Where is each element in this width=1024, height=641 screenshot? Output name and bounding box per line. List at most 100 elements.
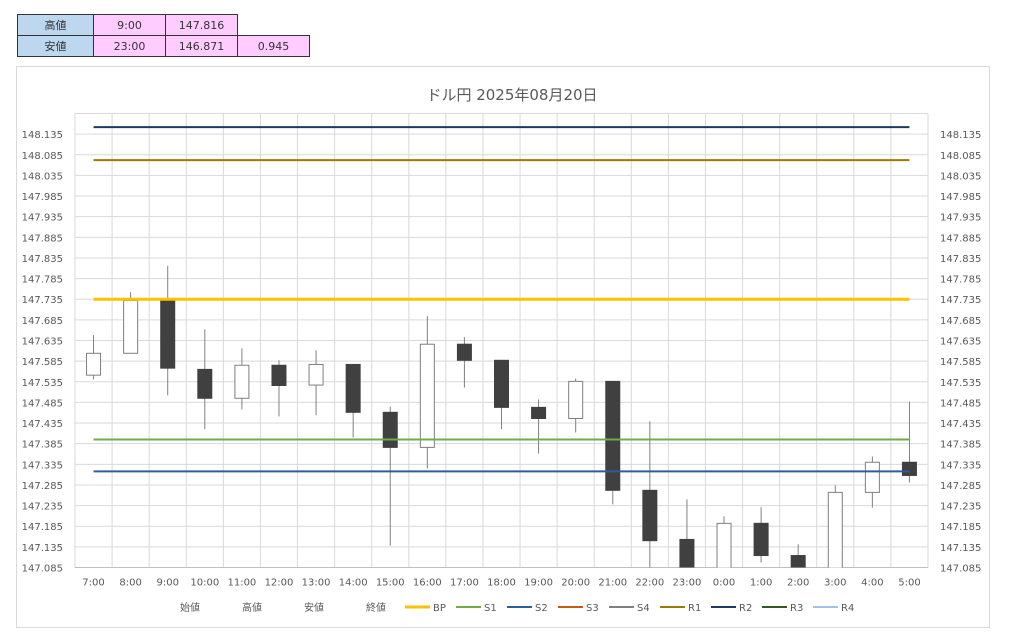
x-tick: 21:00 bbox=[598, 578, 627, 589]
x-tick: 13:00 bbox=[302, 578, 331, 589]
x-tick: 8:00 bbox=[119, 578, 141, 589]
y-tick-left: 147.735 bbox=[22, 295, 63, 306]
legend-item-s3: S3 bbox=[586, 603, 599, 614]
summary-row: 安値 23:00 146.871 0.945 bbox=[17, 35, 310, 57]
y-tick-right: 148.035 bbox=[940, 171, 981, 182]
legend-item: 始値 bbox=[180, 601, 200, 614]
summary-price: 147.816 bbox=[165, 14, 238, 36]
summary-row: 高値 9:00 147.816 bbox=[17, 14, 310, 36]
legend-item: 高値 bbox=[242, 601, 262, 614]
y-tick-right: 147.235 bbox=[940, 502, 981, 513]
x-tick: 5:00 bbox=[898, 578, 920, 589]
legend-item: 終値 bbox=[366, 601, 386, 614]
y-tick-left: 147.685 bbox=[22, 316, 63, 327]
y-tick-right: 147.135 bbox=[940, 543, 981, 554]
candle-body bbox=[123, 299, 139, 354]
legend-item-r4: R4 bbox=[841, 603, 854, 614]
y-tick-right: 147.835 bbox=[940, 254, 981, 265]
summary-label: 安値 bbox=[17, 35, 94, 57]
x-tick: 9:00 bbox=[156, 578, 178, 589]
y-tick-right: 147.735 bbox=[940, 295, 981, 306]
x-tick: 1:00 bbox=[750, 578, 772, 589]
x-tick: 22:00 bbox=[635, 578, 664, 589]
y-tick-left: 147.485 bbox=[22, 398, 63, 409]
candle-body bbox=[345, 363, 361, 413]
y-tick-right: 148.135 bbox=[940, 130, 981, 141]
candle-body bbox=[419, 343, 435, 448]
y-tick-right: 147.885 bbox=[940, 233, 981, 244]
y-tick-right: 147.335 bbox=[940, 460, 981, 471]
summary-price: 146.871 bbox=[165, 35, 238, 57]
y-tick-left: 147.885 bbox=[22, 233, 63, 244]
y-tick-left: 147.785 bbox=[22, 275, 63, 286]
candle-body bbox=[160, 299, 176, 369]
y-tick-right: 147.085 bbox=[940, 564, 981, 575]
legend-item-r1: R1 bbox=[688, 603, 701, 614]
summary-time: 9:00 bbox=[93, 14, 166, 36]
candle-body bbox=[494, 359, 509, 408]
summary-extra: 0.945 bbox=[237, 35, 310, 57]
x-tick: 11:00 bbox=[227, 578, 256, 589]
y-tick-right: 147.935 bbox=[940, 213, 981, 224]
candle-body bbox=[456, 343, 472, 361]
x-tick: 12:00 bbox=[265, 578, 294, 589]
y-tick-right: 147.385 bbox=[940, 440, 981, 451]
y-tick-right: 147.435 bbox=[940, 419, 981, 430]
y-tick-left: 147.835 bbox=[22, 254, 63, 265]
candle-body bbox=[716, 522, 732, 568]
candle-body bbox=[827, 491, 843, 568]
summary-label: 高値 bbox=[17, 14, 94, 36]
y-tick-left: 148.135 bbox=[22, 130, 63, 141]
y-tick-left: 147.985 bbox=[22, 192, 63, 203]
candle-body bbox=[234, 364, 250, 399]
candle-body bbox=[642, 489, 658, 542]
x-tick: 0:00 bbox=[713, 578, 735, 589]
y-tick-left: 147.435 bbox=[22, 419, 63, 430]
y-tick-right: 147.985 bbox=[940, 192, 981, 203]
x-tick: 19:00 bbox=[524, 578, 553, 589]
summary-table: 高値 9:00 147.816 安値 23:00 146.871 0.945 bbox=[17, 14, 310, 57]
candle-body bbox=[308, 363, 324, 386]
y-tick-right: 147.535 bbox=[940, 378, 981, 389]
chart-title: ドル円 2025年08月20日 bbox=[426, 86, 597, 104]
y-tick-right: 147.585 bbox=[940, 357, 981, 368]
x-tick: 16:00 bbox=[413, 578, 442, 589]
y-tick-left: 147.285 bbox=[22, 481, 63, 492]
legend-item: 安値 bbox=[304, 601, 324, 614]
candle-body bbox=[197, 368, 213, 399]
y-tick-left: 147.185 bbox=[22, 522, 63, 533]
y-tick-left: 147.135 bbox=[22, 543, 63, 554]
x-tick: 3:00 bbox=[824, 578, 846, 589]
y-tick-left: 147.235 bbox=[22, 502, 63, 513]
legend-item-s2: S2 bbox=[535, 603, 548, 614]
y-tick-right: 147.785 bbox=[940, 275, 981, 286]
candle-body bbox=[271, 364, 287, 386]
x-tick: 20:00 bbox=[561, 578, 590, 589]
summary-time: 23:00 bbox=[93, 35, 166, 57]
candle-body bbox=[568, 380, 584, 420]
y-tick-right: 147.485 bbox=[940, 398, 981, 409]
legend-item-r3: R3 bbox=[790, 603, 803, 614]
y-tick-right: 147.185 bbox=[940, 522, 981, 533]
y-tick-left: 147.635 bbox=[22, 337, 63, 348]
y-tick-left: 148.085 bbox=[22, 151, 63, 162]
x-tick: 17:00 bbox=[450, 578, 479, 589]
y-tick-left: 147.585 bbox=[22, 357, 63, 368]
candle-body bbox=[790, 555, 806, 568]
x-tick: 10:00 bbox=[190, 578, 219, 589]
y-tick-left: 147.535 bbox=[22, 378, 63, 389]
y-tick-left: 147.935 bbox=[22, 213, 63, 224]
candle-body bbox=[753, 522, 769, 557]
y-tick-right: 147.285 bbox=[940, 481, 981, 492]
x-tick: 18:00 bbox=[487, 578, 516, 589]
chart-area bbox=[16, 66, 990, 628]
candle-body bbox=[382, 411, 398, 448]
candle-body bbox=[901, 461, 917, 476]
y-tick-left: 147.085 bbox=[22, 564, 63, 575]
y-tick-right: 148.085 bbox=[940, 151, 981, 162]
candle-body bbox=[864, 461, 880, 493]
candle-body bbox=[531, 406, 547, 420]
y-tick-left: 147.335 bbox=[22, 460, 63, 471]
y-tick-left: 147.385 bbox=[22, 440, 63, 451]
